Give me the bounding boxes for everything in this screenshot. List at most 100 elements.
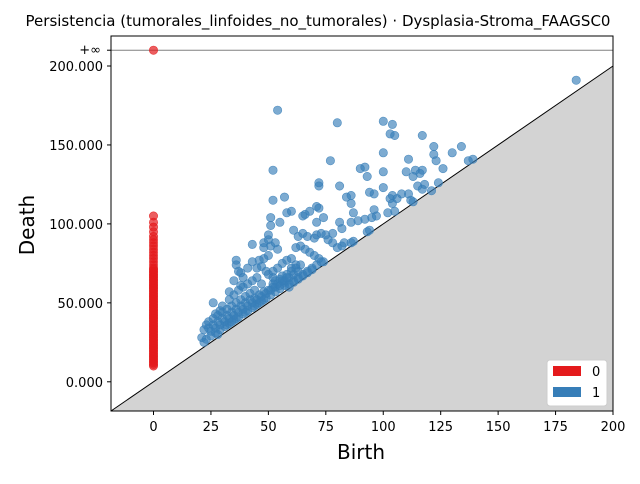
series-1-point	[316, 228, 326, 238]
series-1-point	[387, 198, 397, 208]
series-1-point	[282, 208, 292, 218]
y-tick-label: 150.000	[49, 139, 103, 154]
x-tick-label: 175	[543, 420, 568, 435]
series-1-point	[236, 280, 246, 290]
series-1-point	[403, 154, 413, 164]
series-1-point	[348, 208, 358, 218]
series-1-point	[318, 213, 328, 223]
series-1-point	[259, 295, 269, 305]
series-1-point	[337, 224, 347, 234]
series-1-point	[335, 181, 345, 191]
series-1-point	[252, 273, 262, 283]
x-tick-label: 125	[428, 420, 453, 435]
series-1-point	[332, 118, 342, 128]
series-1-point	[240, 307, 250, 317]
series-1-point	[378, 116, 388, 126]
series-0-point	[149, 45, 159, 55]
x-tick-label: 25	[203, 420, 220, 435]
series-1-point	[224, 287, 234, 297]
ticks-layer: 0 25 50 75 100 125 150 175 200 0.000 50.000 100.000…	[49, 49, 626, 435]
series-1-point	[371, 211, 381, 221]
legend-swatch-0	[553, 366, 581, 376]
legend-label-1: 1	[592, 386, 600, 401]
series-1-point	[314, 181, 324, 191]
series-1-point	[456, 142, 466, 152]
legend-label-0: 0	[592, 365, 600, 380]
series-1-point	[571, 75, 581, 85]
series-1-point	[243, 263, 253, 273]
x-tick-label: 0	[149, 420, 157, 435]
series-1-point	[273, 105, 283, 115]
series-1-point	[266, 221, 276, 231]
series-1-point	[378, 183, 388, 193]
series-1-point	[273, 244, 283, 254]
series-1-point	[282, 273, 292, 283]
legend: 0 1	[546, 359, 608, 407]
series-1-point	[438, 164, 448, 174]
series-1-point	[433, 178, 443, 188]
series-1-point	[316, 257, 326, 267]
infinity-label: +∞	[79, 43, 101, 58]
series-1-point	[231, 314, 241, 324]
series-1-point	[312, 217, 322, 227]
series-1-point	[417, 165, 427, 175]
series-1-point	[378, 167, 388, 177]
series-1-point	[431, 156, 441, 166]
series-1-point	[266, 213, 276, 223]
legend-swatch-1	[553, 387, 581, 397]
series-1-point	[298, 211, 308, 221]
series-1-point	[364, 225, 374, 235]
diagonal-line	[110, 65, 614, 412]
series-1-point	[360, 214, 370, 224]
series-1-point	[420, 179, 430, 189]
series-1-point	[401, 167, 411, 177]
series-1-point	[201, 320, 211, 330]
y-axis-label: Death	[15, 195, 39, 255]
x-tick-label: 200	[601, 420, 626, 435]
x-tick-label: 50	[260, 420, 277, 435]
series-1-point	[325, 156, 335, 166]
series-1-point	[279, 192, 289, 202]
x-tick-label: 75	[318, 420, 335, 435]
series-1-point	[337, 241, 347, 251]
series-1-point	[291, 260, 301, 270]
series-1-point	[447, 148, 457, 158]
series-1-point	[268, 195, 278, 205]
y-tick-label: 0.000	[66, 376, 103, 391]
y-tick-label: 50.000	[58, 297, 104, 312]
series-1-point	[390, 206, 400, 216]
x-tick-label: 150	[486, 420, 511, 435]
chart-title: Persistencia (tumorales_linfoides_no_tum…	[26, 12, 611, 31]
series-0-points	[149, 45, 159, 371]
series-1-point	[378, 148, 388, 158]
series-1-point	[360, 162, 370, 172]
series-1-point	[312, 202, 322, 212]
series-1-point	[385, 129, 395, 139]
series-0-point	[149, 361, 159, 371]
series-1-point	[362, 172, 372, 182]
series-1-point	[341, 192, 351, 202]
series-1-point	[211, 309, 221, 319]
series-1-point	[291, 243, 301, 253]
series-1-point	[289, 225, 299, 235]
y-tick-label: 200.000	[49, 60, 103, 75]
series-1-point	[387, 119, 397, 129]
series-1-point	[369, 189, 379, 199]
series-1-point	[408, 197, 418, 207]
series-1-point	[208, 298, 218, 308]
series-1-point	[346, 198, 356, 208]
x-axis-label: Birth	[337, 440, 385, 464]
series-1-point	[229, 276, 239, 286]
series-1-point	[213, 329, 223, 339]
series-1-point	[468, 154, 478, 164]
reference-lines-layer	[110, 49, 614, 412]
series-1-point	[256, 279, 266, 289]
series-1-point	[307, 265, 317, 275]
y-tick-label: 100.000	[49, 218, 103, 233]
series-1-points	[197, 75, 581, 347]
series-1-point	[429, 142, 439, 152]
series-1-point	[247, 239, 257, 249]
series-1-point	[417, 131, 427, 141]
series-1-point	[268, 165, 278, 175]
